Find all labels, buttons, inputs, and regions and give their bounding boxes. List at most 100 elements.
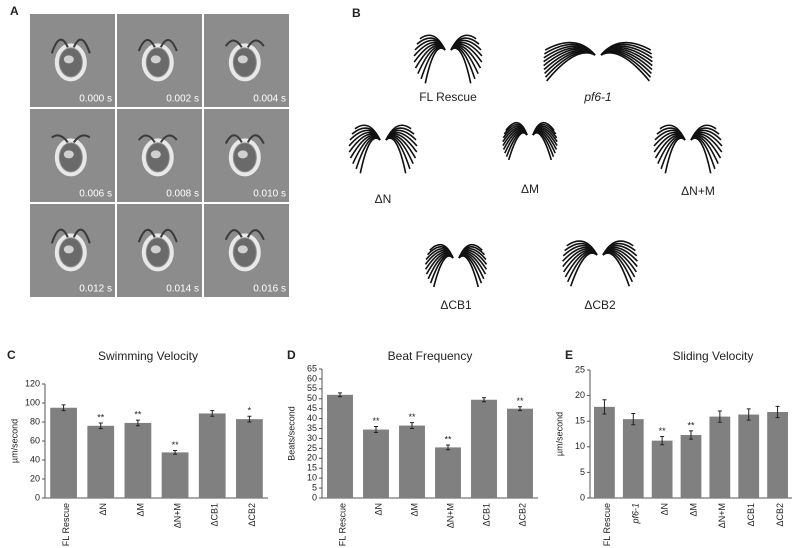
cell-halo xyxy=(228,43,261,82)
y-tick-label: 65 xyxy=(307,363,317,373)
flagellum xyxy=(72,228,91,244)
flagellum xyxy=(246,39,265,48)
waveform-label: ΔCB2 xyxy=(584,298,616,312)
y-tick-label: 25 xyxy=(307,443,317,453)
y-tick-label: 5 xyxy=(580,467,585,477)
x-tick-label: ΔM xyxy=(688,503,698,517)
flagellum xyxy=(246,229,265,241)
x-tick-label: ΔM xyxy=(135,503,145,517)
flagellum xyxy=(159,228,178,243)
significance: ** xyxy=(172,440,180,450)
waveform xyxy=(420,46,446,80)
bar xyxy=(399,425,425,498)
y-tick-label: 100 xyxy=(25,397,40,407)
bar xyxy=(236,419,263,498)
waveform xyxy=(664,137,686,174)
waveform xyxy=(385,137,407,174)
bar xyxy=(87,425,115,498)
y-tick-label: 120 xyxy=(25,378,40,388)
x-tick-label: ΔCB1 xyxy=(210,503,220,527)
y-tick-label: 10 xyxy=(307,473,317,483)
bar xyxy=(651,440,673,498)
timestamp: 0.006 s xyxy=(79,189,112,200)
x-tick-label: ΔN+M xyxy=(445,503,455,528)
waveform xyxy=(458,255,480,288)
x-tick-label: ΔCB2 xyxy=(247,503,257,527)
bar xyxy=(680,435,702,498)
cell-halo xyxy=(54,43,87,82)
flagellum xyxy=(72,38,91,54)
timestamp: 0.012 s xyxy=(79,284,112,295)
y-tick-label: 20 xyxy=(30,473,40,483)
cell-spot xyxy=(237,150,248,159)
x-tick-label: ΔCB1 xyxy=(481,503,491,527)
flagellum xyxy=(137,39,156,52)
bar xyxy=(198,413,226,498)
error-bar xyxy=(374,426,378,434)
y-tick-label: 15 xyxy=(307,463,317,473)
waveform xyxy=(432,255,454,288)
timestamp: 0.008 s xyxy=(166,189,199,200)
timestamp: 0.016 s xyxy=(253,284,286,295)
x-tick-label: ΔM xyxy=(409,503,419,517)
bar xyxy=(435,447,461,498)
flagellum xyxy=(72,134,91,143)
waveform xyxy=(690,137,712,174)
error-bar xyxy=(775,405,780,419)
cell-spot xyxy=(63,150,74,159)
y-tick-label: 35 xyxy=(307,423,317,433)
waveform xyxy=(569,252,598,287)
cell-halo xyxy=(141,138,174,177)
y-tick-label: 55 xyxy=(307,383,317,393)
cell-halo xyxy=(228,138,261,177)
y-tick-label: 25 xyxy=(575,364,585,374)
panel-label: E xyxy=(565,348,573,362)
significance: ** xyxy=(134,409,142,419)
significance: ** xyxy=(516,396,524,406)
flagellum xyxy=(138,134,156,143)
flagellum xyxy=(224,134,243,145)
y-tick-label: 0 xyxy=(312,492,317,502)
flagellum xyxy=(159,39,178,52)
panel-label: D xyxy=(287,348,296,362)
y-tick-label: 20 xyxy=(575,390,585,400)
y-tick-label: 60 xyxy=(307,373,317,383)
bar xyxy=(161,452,189,498)
error-bar xyxy=(98,422,103,430)
waveform-label: FL Rescue xyxy=(419,90,477,104)
cell-halo xyxy=(141,233,174,272)
panel-label: C xyxy=(7,348,16,362)
timestamp: 0.004 s xyxy=(253,94,286,105)
y-axis-label: µm/second xyxy=(554,412,564,456)
error-bar xyxy=(338,392,342,398)
y-tick-label: 60 xyxy=(30,435,40,445)
y-axis-label: µm/second xyxy=(9,419,19,463)
waveform xyxy=(660,136,686,170)
waveform xyxy=(450,47,472,84)
flagellum xyxy=(50,38,69,54)
cell-halo xyxy=(54,233,87,272)
significance: ** xyxy=(408,412,416,422)
y-tick-label: 20 xyxy=(307,453,317,463)
cell-halo xyxy=(141,43,174,82)
significance: ** xyxy=(97,412,105,422)
cell-spot xyxy=(63,55,74,64)
x-tick-label: ΔCB2 xyxy=(775,503,785,527)
bar xyxy=(594,406,615,498)
error-bar xyxy=(717,410,722,423)
y-axis-label: Beats/second xyxy=(286,406,296,461)
error-bar xyxy=(61,404,66,412)
waveform-label: ΔCB1 xyxy=(440,298,472,312)
error-bar xyxy=(631,413,636,426)
x-tick-label: ΔCB1 xyxy=(746,503,756,527)
cell-spot xyxy=(150,245,161,254)
bar xyxy=(507,408,533,498)
error-bar xyxy=(135,419,140,427)
y-tick-label: 45 xyxy=(307,403,317,413)
timestamp: 0.000 s xyxy=(79,94,112,105)
x-tick-label: ΔN xyxy=(98,503,108,516)
waveform-label: ΔM xyxy=(521,182,539,196)
y-tick-label: 5 xyxy=(312,482,317,492)
significance: ** xyxy=(659,426,667,436)
